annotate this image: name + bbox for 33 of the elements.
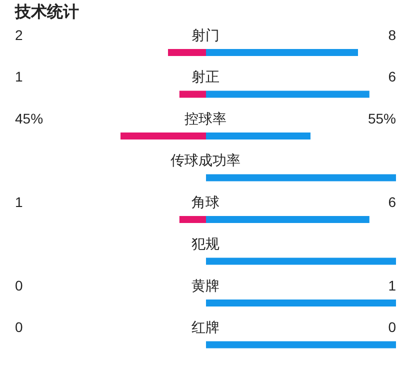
bar (206, 49, 358, 56)
annotation: 8 (388, 26, 396, 43)
bar (206, 300, 396, 306)
bar (206, 174, 396, 182)
y-tick-label: 黄牌 (192, 277, 220, 294)
y-tick-label: 射门 (192, 26, 220, 43)
text: 0 (15, 277, 23, 294)
bar (206, 341, 396, 348)
bar (179, 90, 206, 98)
text: 2 (15, 26, 23, 43)
bar (206, 216, 370, 223)
y-tick-label: 犯规 (192, 236, 220, 252)
annotation: 6 (388, 68, 396, 85)
annotation: 0 (388, 319, 396, 336)
y-tick-label: 角球 (192, 194, 220, 210)
chart-title: 技术统计 (14, 2, 80, 23)
y-tick-label: 红牌 (192, 319, 220, 336)
text: 45% (15, 110, 44, 126)
bar (206, 90, 370, 98)
bar (206, 258, 396, 265)
bar (206, 132, 310, 140)
annotation: 6 (388, 194, 396, 210)
text: 0 (15, 319, 23, 336)
bar (168, 49, 206, 56)
bar (179, 216, 206, 223)
bar (120, 132, 206, 140)
annotation: 1 (388, 277, 396, 294)
y-tick-label: 传球成功率 (170, 152, 240, 168)
text: 1 (15, 68, 23, 85)
text: 1 (15, 194, 23, 210)
y-tick-label: 射正 (192, 68, 220, 85)
annotation: 55% (368, 110, 396, 126)
y-tick-label: 控球率 (184, 110, 226, 126)
